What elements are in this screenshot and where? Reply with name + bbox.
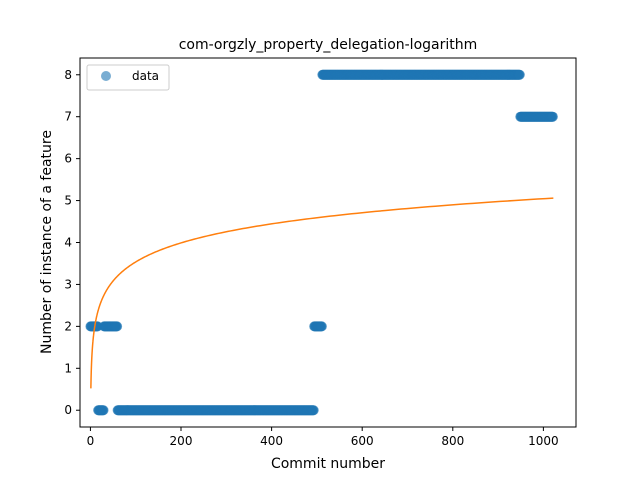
y-tick-label: 8	[64, 68, 72, 82]
y-tick-label: 3	[64, 277, 72, 291]
data-points-layer	[85, 69, 558, 416]
data-point	[316, 321, 327, 332]
fit-curve-layer	[90, 197, 554, 389]
x-axis-ticks: 0 200 400 600 800 1000	[87, 427, 559, 448]
y-tick-label: 4	[64, 236, 72, 250]
x-tick-label: 600	[351, 434, 374, 448]
y-tick-label: 7	[64, 110, 72, 124]
y-tick-label: 6	[64, 152, 72, 166]
data-point	[308, 405, 319, 416]
x-tick-label: 200	[170, 434, 193, 448]
y-tick-label: 5	[64, 194, 72, 208]
x-tick-label: 1000	[528, 434, 559, 448]
y-axis-ticks: 0 1 2 3 4 5 6 7 8	[64, 68, 80, 417]
fit-curve	[90, 197, 554, 389]
x-axis-title: Commit number	[271, 456, 385, 472]
y-tick-label: 2	[64, 319, 72, 333]
y-axis-title: Number of instance of a feature	[39, 130, 55, 354]
data-point	[547, 111, 558, 122]
x-tick-label: 400	[260, 434, 283, 448]
legend-label: data	[132, 69, 159, 83]
y-tick-label: 1	[64, 361, 72, 375]
chart-title: com-orgzly_property_delegation-logarithm	[179, 37, 478, 53]
x-tick-label: 800	[441, 434, 464, 448]
data-point	[514, 69, 525, 80]
data-point	[112, 321, 123, 332]
x-tick-label: 0	[87, 434, 95, 448]
y-tick-label: 0	[64, 403, 72, 417]
legend: data	[86, 64, 170, 91]
data-point	[98, 405, 109, 416]
legend-marker	[101, 71, 111, 81]
